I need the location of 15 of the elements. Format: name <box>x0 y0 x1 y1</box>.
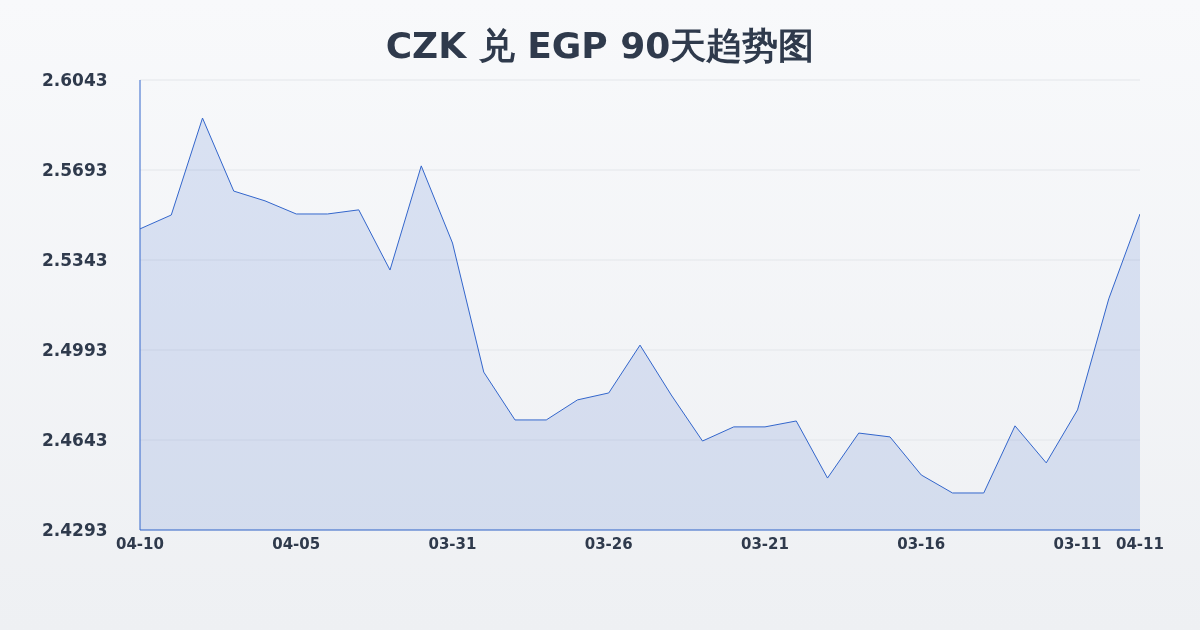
x-tick-label: 04-05 <box>272 534 321 553</box>
y-tick-label: 2.4993 <box>42 340 108 361</box>
y-tick-label: 2.4643 <box>42 430 108 451</box>
x-tick-label: 03-31 <box>428 534 477 553</box>
y-tick-label: 2.6043 <box>42 70 108 91</box>
x-tick-label: 04-10 <box>116 534 164 553</box>
x-tick-label: 03-21 <box>741 534 789 553</box>
x-tick-label: 04-11 <box>1116 534 1164 553</box>
y-tick-label: 2.4293 <box>42 520 108 541</box>
y-tick-label: 2.5343 <box>42 250 108 271</box>
x-tick-label: 03-16 <box>897 534 946 553</box>
chart-title: CZK 兑 EGP 90天趋势图 <box>384 24 816 68</box>
y-tick-label: 2.5693 <box>42 160 108 181</box>
x-tick-label: 03-11 <box>1053 534 1102 553</box>
x-tick-label: 03-26 <box>584 534 633 553</box>
